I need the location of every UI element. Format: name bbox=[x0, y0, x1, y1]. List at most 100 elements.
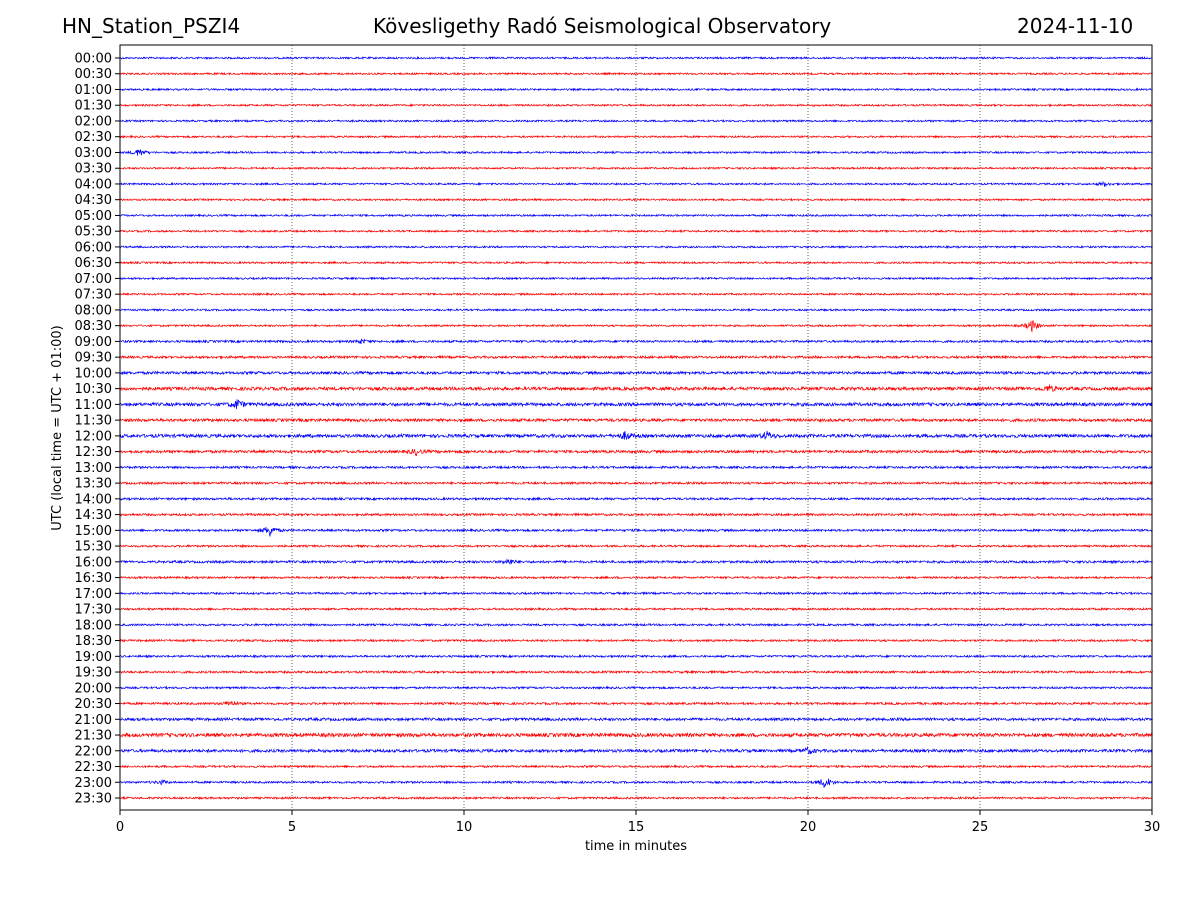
y-tick-label: 05:30 bbox=[75, 225, 112, 240]
y-tick-label: 10:00 bbox=[75, 366, 112, 381]
y-tick-label: 04:30 bbox=[75, 193, 112, 208]
trace-1000 bbox=[119, 370, 1153, 376]
y-tick-label: 11:00 bbox=[75, 398, 112, 413]
trace-1030 bbox=[119, 384, 1153, 392]
x-tick-label: 30 bbox=[1144, 820, 1161, 835]
y-tick-label: 14:30 bbox=[75, 508, 112, 523]
y-tick-label: 02:00 bbox=[75, 114, 112, 129]
y-tick-label: 15:30 bbox=[75, 540, 112, 555]
trace-1430 bbox=[119, 512, 1153, 518]
y-tick-label: 13:30 bbox=[75, 477, 112, 492]
x-tick-label: 25 bbox=[972, 820, 989, 835]
y-tick-label: 09:30 bbox=[75, 351, 112, 366]
trace-1830 bbox=[119, 638, 1153, 643]
y-tick-label: 09:00 bbox=[75, 335, 112, 350]
y-axis-label: UTC (local time = UTC + 01:00) bbox=[50, 325, 65, 530]
trace-1900 bbox=[119, 654, 1153, 659]
y-tick-label: 12:00 bbox=[75, 429, 112, 444]
y-tick-label: 01:00 bbox=[75, 83, 112, 98]
trace-0600 bbox=[119, 244, 1153, 249]
trace-0730 bbox=[119, 292, 1153, 297]
y-tick-label: 16:30 bbox=[75, 571, 112, 586]
y-tick-label: 03:00 bbox=[75, 146, 112, 161]
date-title: 2024-11-10 bbox=[1017, 14, 1134, 38]
trace-0930 bbox=[119, 354, 1153, 360]
y-tick-label: 15:00 bbox=[75, 524, 112, 539]
trace-1200 bbox=[119, 430, 1153, 441]
trace-1230 bbox=[119, 448, 1153, 456]
x-tick-label: 5 bbox=[288, 820, 296, 835]
trace-2200 bbox=[119, 745, 1153, 755]
trace-1100 bbox=[119, 399, 1153, 410]
y-tick-label: 14:00 bbox=[75, 492, 112, 507]
trace-2100 bbox=[119, 716, 1153, 722]
y-tick-label: 08:00 bbox=[75, 303, 112, 318]
trace-0700 bbox=[119, 276, 1153, 281]
trace-2030 bbox=[119, 700, 1153, 706]
x-tick-label: 15 bbox=[628, 820, 645, 835]
trace-0000 bbox=[119, 55, 1153, 61]
trace-2300 bbox=[119, 778, 1153, 789]
trace-0030 bbox=[119, 71, 1153, 76]
y-tick-label: 18:30 bbox=[75, 634, 112, 649]
trace-2330 bbox=[119, 795, 1153, 801]
y-tick-label: 12:30 bbox=[75, 445, 112, 460]
trace-0800 bbox=[119, 307, 1153, 313]
y-tick-label: 20:00 bbox=[75, 681, 112, 696]
x-tick-label: 10 bbox=[456, 820, 473, 835]
y-tick-label: 17:00 bbox=[75, 587, 112, 602]
y-tick-label: 03:30 bbox=[75, 162, 112, 177]
y-tick-label: 21:30 bbox=[75, 729, 112, 744]
x-tick-label: 0 bbox=[116, 820, 124, 835]
y-tick-label: 06:00 bbox=[75, 240, 112, 255]
trace-0100 bbox=[119, 87, 1153, 92]
trace-0900 bbox=[119, 338, 1153, 345]
trace-2130 bbox=[119, 731, 1153, 739]
trace-1700 bbox=[119, 590, 1153, 596]
y-tick-label: 08:30 bbox=[75, 319, 112, 334]
y-tick-label: 01:30 bbox=[75, 99, 112, 114]
trace-1530 bbox=[119, 543, 1153, 549]
trace-0330 bbox=[119, 166, 1153, 171]
y-tick-label: 16:00 bbox=[75, 555, 112, 570]
trace-0830 bbox=[119, 319, 1153, 333]
trace-1630 bbox=[119, 575, 1153, 580]
y-tick-label: 10:30 bbox=[75, 382, 112, 397]
trace-2000 bbox=[119, 685, 1153, 691]
trace-0300 bbox=[119, 149, 1153, 156]
y-tick-label: 19:00 bbox=[75, 650, 112, 665]
y-tick-label: 11:30 bbox=[75, 414, 112, 429]
trace-0630 bbox=[119, 260, 1153, 265]
y-tick-label: 21:00 bbox=[75, 713, 112, 728]
trace-0200 bbox=[119, 118, 1153, 124]
trace-0230 bbox=[119, 134, 1153, 139]
y-tick-label: 23:30 bbox=[75, 792, 112, 807]
trace-1500 bbox=[119, 526, 1153, 538]
trace-0400 bbox=[119, 180, 1153, 188]
y-tick-label: 13:00 bbox=[75, 461, 112, 476]
trace-1930 bbox=[119, 669, 1153, 675]
y-tick-label: 18:00 bbox=[75, 618, 112, 633]
y-tick-label: 00:00 bbox=[75, 52, 112, 67]
trace-1300 bbox=[119, 464, 1153, 470]
y-tick-label: 05:00 bbox=[75, 209, 112, 224]
y-tick-label: 19:30 bbox=[75, 666, 112, 681]
x-tick-label: 20 bbox=[800, 820, 817, 835]
y-tick-label: 22:30 bbox=[75, 760, 112, 775]
y-tick-label: 17:30 bbox=[75, 603, 112, 618]
y-tick-label: 07:30 bbox=[75, 288, 112, 303]
trace-0130 bbox=[119, 103, 1153, 108]
trace-0530 bbox=[119, 229, 1153, 234]
y-tick-label: 07:00 bbox=[75, 272, 112, 287]
y-tick-label: 22:00 bbox=[75, 744, 112, 759]
trace-1330 bbox=[119, 480, 1153, 486]
trace-0500 bbox=[119, 213, 1153, 218]
trace-0430 bbox=[119, 197, 1153, 202]
trace-1730 bbox=[119, 606, 1153, 612]
observatory-title: Kövesligethy Radó Seismological Observat… bbox=[373, 14, 832, 38]
trace-1600 bbox=[119, 558, 1153, 565]
trace-2230 bbox=[119, 764, 1153, 769]
y-tick-label: 20:30 bbox=[75, 697, 112, 712]
station-title: HN_Station_PSZI4 bbox=[62, 14, 241, 38]
